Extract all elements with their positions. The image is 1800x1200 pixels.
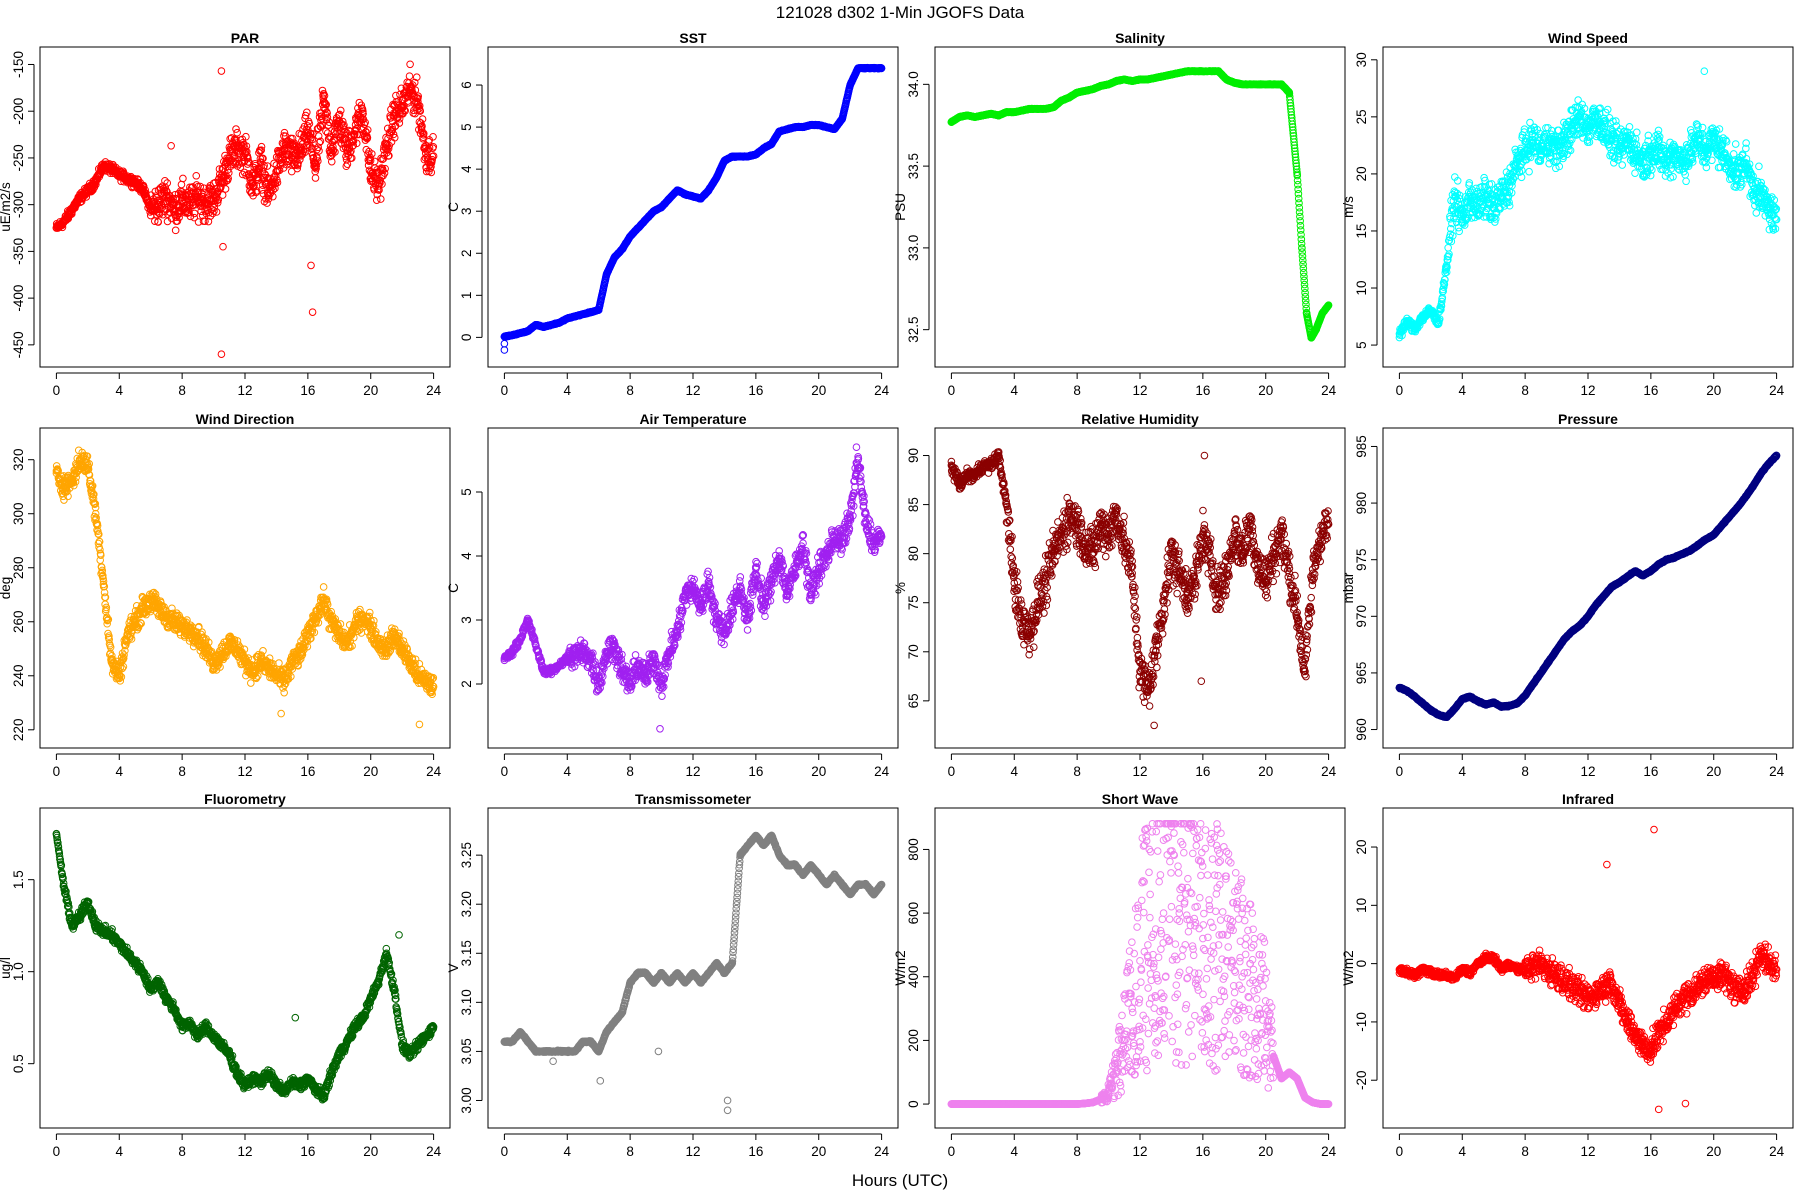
x-tick-label: 16 (300, 383, 315, 398)
y-tick-label: -400 (11, 285, 26, 312)
y-tick-label: 32.5 (906, 317, 921, 343)
x-tick-label: 24 (874, 383, 890, 398)
outlier-point (501, 340, 508, 347)
panel-title: PAR (231, 30, 260, 46)
y-tick-label: 0 (459, 334, 474, 342)
series-points (53, 61, 437, 358)
x-tick-label: 8 (178, 383, 186, 398)
y-tick-label: 15 (1354, 223, 1369, 238)
panel-wind-speed: Wind Speed 0 4 8 12 16 20 24 5 10 15 20 25 30 m/s (1341, 30, 1793, 398)
y-tick-label: -250 (11, 144, 26, 171)
data-point (180, 175, 187, 182)
y-tick-label: 33.0 (906, 235, 921, 261)
x-axis-title: Hours (UTC) (852, 1171, 948, 1190)
panel-title: SST (679, 30, 707, 46)
outlier-point (218, 351, 225, 358)
y-tick-label: 5 (1354, 341, 1369, 349)
x-tick-label: 4 (1459, 383, 1467, 398)
panel-title: Wind Speed (1548, 30, 1628, 46)
x-tick-label: 0 (53, 383, 61, 398)
y-tick-label: -200 (11, 98, 26, 125)
y-tick-label: -150 (11, 51, 26, 78)
plot-frame (935, 47, 1345, 367)
y-tick-label: 4 (459, 165, 474, 173)
x-tick-label: 8 (1073, 383, 1081, 398)
data-point (407, 61, 414, 68)
x-tick-label: 12 (685, 383, 700, 398)
y-tick-label: 20 (1354, 166, 1369, 181)
y-tick-label: 34.0 (906, 71, 921, 97)
outlier-point (220, 243, 227, 250)
x-tick-label: 12 (1132, 383, 1147, 398)
series-points (1396, 68, 1780, 341)
outlier-point (308, 262, 315, 269)
x-tick-label: 4 (564, 383, 572, 398)
figure-title: 121028 d302 1-Min JGOFS Data (776, 3, 1025, 22)
x-tick-label: 16 (1643, 383, 1658, 398)
data-point (377, 196, 384, 203)
y-tick-label: 25 (1354, 109, 1369, 124)
y-axis-label: m/s (1341, 196, 1356, 218)
x-tick-label: 4 (1011, 383, 1019, 398)
x-tick-label: 8 (626, 383, 634, 398)
x-tick-label: 12 (237, 383, 252, 398)
x-tick-label: 24 (1769, 383, 1785, 398)
data-point (172, 227, 179, 234)
data-point (344, 161, 351, 168)
x-tick-label: 24 (426, 383, 442, 398)
plot-frame (40, 47, 450, 367)
y-axis-label: C (446, 202, 461, 212)
y-tick-label: 2 (459, 250, 474, 258)
y-tick-label: 3 (459, 207, 474, 215)
series-points (948, 68, 1332, 342)
y-tick-label: 6 (459, 81, 474, 89)
y-tick-label: 1 (459, 292, 474, 300)
panel-title: Salinity (1115, 30, 1165, 46)
x-tick-label: 12 (1580, 383, 1595, 398)
x-tick-label: 0 (948, 383, 956, 398)
y-tick-label: -300 (11, 191, 26, 218)
outlier-point (168, 142, 175, 149)
y-tick-label: 5 (459, 123, 474, 131)
data-point (1445, 244, 1452, 251)
panel-salinity: Salinity 0 4 8 12 16 20 24 32.5 33.0 33.5 34.0 PSU (893, 30, 1345, 398)
data-point (178, 181, 185, 188)
data-point (234, 129, 241, 136)
y-tick-label: 33.5 (906, 153, 921, 179)
x-tick-label: 20 (811, 383, 826, 398)
x-tick-label: 20 (1258, 383, 1273, 398)
data-point (406, 73, 413, 80)
plot-frame (488, 47, 898, 367)
outlier-point (501, 347, 508, 354)
x-tick-label: 20 (1706, 383, 1721, 398)
outlier-point (309, 309, 316, 316)
x-tick-label: 4 (116, 383, 124, 398)
x-tick-label: 0 (1396, 383, 1404, 398)
outlier-point (218, 68, 225, 75)
y-tick-label: 30 (1354, 52, 1369, 67)
panel-par: PAR 0 4 8 12 16 20 24 -450 -400 -350 -300 -250 -200 -1… (0, 30, 450, 398)
y-tick-label: 10 (1354, 281, 1369, 296)
x-tick-label: 8 (1521, 383, 1529, 398)
x-tick-label: 20 (363, 383, 378, 398)
plot-frame (1383, 47, 1793, 367)
data-point (193, 172, 200, 179)
x-tick-label: 16 (1195, 383, 1210, 398)
y-axis-label: uE/m2/s (0, 182, 13, 232)
x-tick-label: 16 (748, 383, 763, 398)
y-tick-label: -450 (11, 331, 26, 358)
y-axis-label: PSU (893, 193, 908, 221)
series-points (501, 64, 885, 353)
x-tick-label: 24 (1321, 383, 1337, 398)
data-point (312, 175, 319, 182)
y-tick-label: -350 (11, 238, 26, 265)
x-tick-label: 0 (501, 383, 509, 398)
figure: 121028 d302 1-Min JGOFS Data Hours (UTC)… (0, 0, 1800, 1200)
